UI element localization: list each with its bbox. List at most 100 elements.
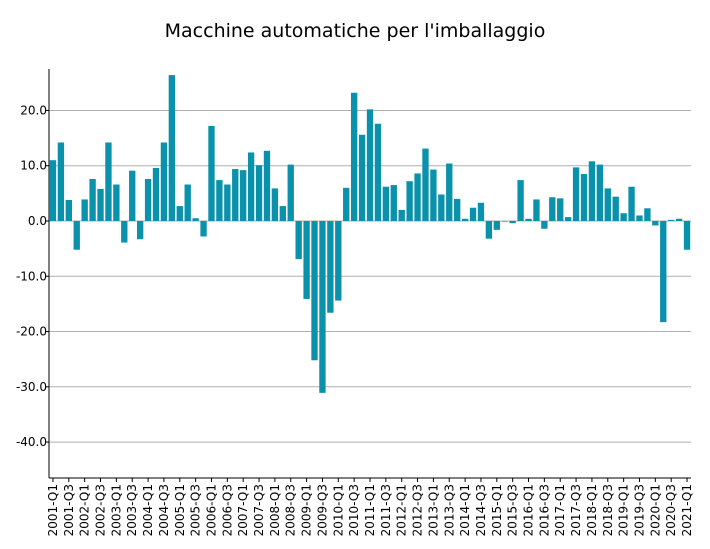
bar-2013-Q4 xyxy=(454,198,461,221)
x-tick-label: 2010-Q3 xyxy=(347,484,361,536)
bar-2010-Q4 xyxy=(358,134,366,221)
bar-2001-Q1 xyxy=(49,160,57,221)
y-tick-label: -30.0 xyxy=(16,380,47,394)
bar-2016-Q2 xyxy=(533,199,540,221)
x-tick-label: 2001-Q3 xyxy=(62,484,76,536)
bar-2018-Q3 xyxy=(604,188,611,221)
x-tick-label: 2004-Q3 xyxy=(157,484,171,536)
bar-2017-Q2 xyxy=(564,217,572,221)
bar-2002-Q3 xyxy=(97,188,104,221)
bar-2016-Q4 xyxy=(549,197,556,221)
bar-2018-Q2 xyxy=(596,164,604,221)
bar-2003-Q1 xyxy=(113,184,120,221)
x-tick-label: 2007-Q3 xyxy=(252,484,266,536)
bar-2017-Q1 xyxy=(557,198,564,221)
x-tick-label: 2016-Q1 xyxy=(522,484,536,536)
bar-2012-Q3 xyxy=(414,173,421,221)
bar-2001-Q2 xyxy=(57,142,65,221)
bar-2016-Q3 xyxy=(541,220,548,229)
bar-2020-Q2 xyxy=(660,220,667,323)
x-tick-label: 2008-Q3 xyxy=(284,484,298,536)
bar-2011-Q1 xyxy=(366,109,374,221)
x-tick-label: 2003-Q1 xyxy=(109,484,123,536)
bar-2019-Q1 xyxy=(620,213,627,221)
y-tick-label: 10.0 xyxy=(20,159,47,173)
x-tick-label: 2019-Q3 xyxy=(632,484,646,536)
bar-2017-Q4 xyxy=(580,174,588,221)
x-tick-label: 2013-Q1 xyxy=(426,484,440,536)
x-tick-label: 2011-Q1 xyxy=(363,484,377,536)
bar-2014-Q3 xyxy=(477,202,485,221)
bar-2005-Q4 xyxy=(200,220,207,237)
x-tick-label: 2005-Q1 xyxy=(173,484,187,536)
bar-2013-Q3 xyxy=(446,163,453,221)
bar-2004-Q4 xyxy=(168,75,176,221)
x-tick-label: 2006-Q3 xyxy=(220,484,234,536)
x-tick-label: 2021-Q1 xyxy=(680,484,694,536)
x-tick-label: 2009-Q3 xyxy=(315,484,329,536)
x-tick-label: 2006-Q1 xyxy=(204,484,218,536)
bar-2012-Q4 xyxy=(422,148,429,221)
bar-2011-Q2 xyxy=(374,123,382,221)
bar-2007-Q2 xyxy=(247,152,255,221)
bar-2010-Q1 xyxy=(335,220,342,301)
bar-2014-Q4 xyxy=(485,220,493,239)
bar-2010-Q2 xyxy=(343,187,350,221)
x-tick-label: 2002-Q3 xyxy=(94,484,108,536)
bar-2008-Q4 xyxy=(295,220,302,260)
bar-2009-Q2 xyxy=(311,220,318,361)
bar-2006-Q2 xyxy=(216,180,223,221)
bar-2003-Q3 xyxy=(129,170,136,221)
bar-2008-Q3 xyxy=(287,164,294,221)
bar-2015-Q3 xyxy=(509,220,516,224)
y-tick-label: 0.0 xyxy=(28,214,47,228)
bar-2005-Q2 xyxy=(184,184,191,221)
x-tick-label: 2017-Q1 xyxy=(553,484,567,536)
bar-2011-Q4 xyxy=(390,185,397,221)
bar-2001-Q4 xyxy=(73,220,80,250)
bar-2002-Q2 xyxy=(89,178,96,221)
x-tick-label: 2015-Q3 xyxy=(506,484,520,536)
bar-2001-Q3 xyxy=(65,199,72,221)
bar-2015-Q1 xyxy=(493,220,500,230)
x-tick-label: 2004-Q1 xyxy=(141,484,155,536)
chart-title: Macchine automatiche per l'imballaggio xyxy=(164,20,546,42)
bar-2007-Q3 xyxy=(255,165,263,221)
bar-2003-Q4 xyxy=(136,220,144,240)
x-tick-label: 2020-Q1 xyxy=(648,484,662,536)
x-tick-label: 2020-Q3 xyxy=(664,484,678,536)
bar-2006-Q1 xyxy=(208,125,215,221)
bar-2005-Q1 xyxy=(176,206,183,221)
bar-2007-Q1 xyxy=(240,170,247,221)
bar-2006-Q3 xyxy=(224,184,231,221)
bar-2015-Q2 xyxy=(501,220,508,222)
y-tick-label: 20.0 xyxy=(20,103,47,117)
bar-2008-Q1 xyxy=(271,188,279,221)
y-tick-label: -20.0 xyxy=(16,325,47,339)
bar-2014-Q1 xyxy=(461,218,469,221)
x-tick-label: 2019-Q1 xyxy=(617,484,631,536)
x-tick-label: 2012-Q3 xyxy=(411,484,425,536)
x-tick-label: 2015-Q1 xyxy=(490,484,504,536)
bar-2011-Q3 xyxy=(382,186,390,221)
bar-2005-Q3 xyxy=(192,218,199,221)
bar-2019-Q2 xyxy=(628,186,635,221)
x-tick-label: 2002-Q1 xyxy=(78,484,92,536)
x-tick-label: 2010-Q1 xyxy=(331,484,345,536)
y-tick-label: -40.0 xyxy=(16,435,47,449)
x-tick-label: 2018-Q1 xyxy=(585,484,599,536)
bar-2012-Q1 xyxy=(398,209,405,221)
bar-2019-Q4 xyxy=(644,208,651,221)
x-tick-label: 2018-Q3 xyxy=(601,484,615,536)
bar-2002-Q1 xyxy=(81,199,88,221)
bar-2018-Q4 xyxy=(612,196,619,221)
x-tick-label: 2001-Q1 xyxy=(46,484,60,536)
bar-2018-Q1 xyxy=(588,161,596,221)
bar-2004-Q2 xyxy=(152,167,160,221)
bar-2020-Q1 xyxy=(652,220,659,226)
bar-2019-Q3 xyxy=(636,215,643,221)
x-tick-label: 2016-Q3 xyxy=(537,484,551,536)
x-tick-label: 2005-Q3 xyxy=(189,484,203,536)
